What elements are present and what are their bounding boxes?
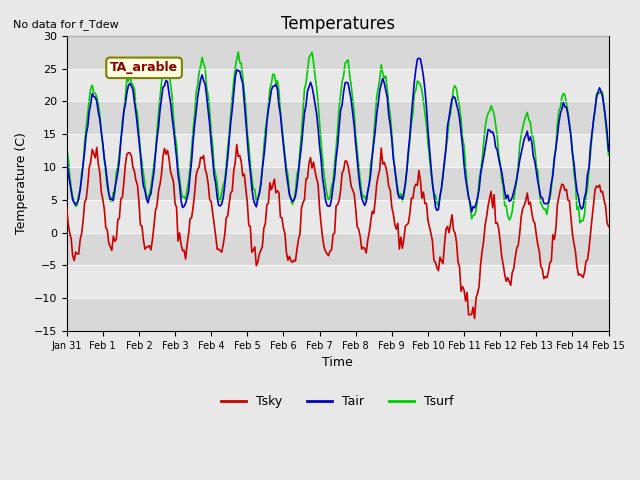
X-axis label: Time: Time bbox=[322, 356, 353, 369]
Text: TA_arable: TA_arable bbox=[110, 61, 178, 74]
Legend: Tsky, Tair, Tsurf: Tsky, Tair, Tsurf bbox=[216, 390, 459, 413]
Bar bbox=[67, 134, 609, 167]
Title: Temperatures: Temperatures bbox=[280, 15, 395, 33]
Bar bbox=[67, 101, 609, 134]
Text: No data for f_Tdew: No data for f_Tdew bbox=[13, 19, 118, 30]
Bar bbox=[67, 232, 609, 265]
Bar bbox=[67, 36, 609, 69]
Bar bbox=[67, 200, 609, 232]
Y-axis label: Temperature (C): Temperature (C) bbox=[15, 132, 28, 234]
Bar bbox=[67, 265, 609, 298]
Bar bbox=[67, 167, 609, 200]
Bar bbox=[67, 69, 609, 101]
Bar bbox=[67, 298, 609, 331]
